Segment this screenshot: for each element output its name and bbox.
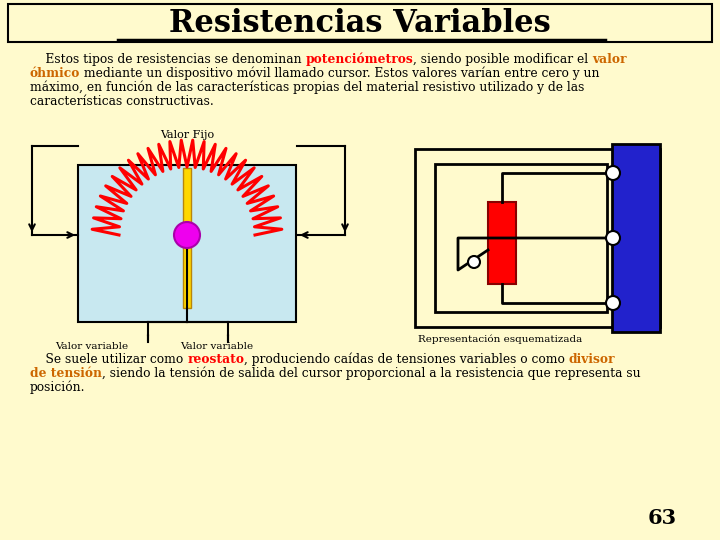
Circle shape — [606, 296, 620, 310]
Text: , produciendo caídas de tensiones variables o como: , produciendo caídas de tensiones variab… — [244, 353, 569, 367]
Text: valor: valor — [593, 53, 626, 66]
Text: mediante un dispositivo móvil llamado cursor. Estos valores varían entre cero y : mediante un dispositivo móvil llamado cu… — [81, 67, 600, 80]
Bar — [78, 165, 296, 322]
Text: , siendo posible modificar el: , siendo posible modificar el — [413, 53, 593, 66]
Circle shape — [606, 231, 620, 245]
Text: Resistencias Variables: Resistencias Variables — [169, 8, 551, 38]
Text: reostato: reostato — [187, 353, 244, 366]
Bar — [8, 4, 712, 42]
Bar — [612, 144, 660, 332]
Text: Representación esquematizada: Representación esquematizada — [418, 335, 582, 345]
Text: de tensión: de tensión — [30, 367, 102, 380]
Circle shape — [174, 222, 200, 248]
Circle shape — [606, 166, 620, 180]
Text: máximo, en función de las características propias del material resistivo utiliza: máximo, en función de las característica… — [30, 81, 585, 94]
Text: divisor: divisor — [569, 353, 616, 366]
Text: Se suele utilizar como: Se suele utilizar como — [30, 353, 187, 366]
Bar — [183, 168, 191, 308]
Bar — [415, 149, 660, 327]
Text: Estos tipos de resistencias se denominan: Estos tipos de resistencias se denominan — [30, 53, 305, 66]
Text: características constructivas.: características constructivas. — [30, 95, 214, 108]
Bar — [488, 202, 516, 284]
Text: Valor variable: Valor variable — [180, 342, 253, 351]
Text: 63: 63 — [647, 508, 677, 528]
Text: Valor variable: Valor variable — [55, 342, 128, 351]
Text: , siendo la tensión de salida del cursor proporcional a la resistencia que repre: , siendo la tensión de salida del cursor… — [102, 367, 641, 381]
Text: óhmico: óhmico — [30, 67, 81, 80]
Text: posición.: posición. — [30, 381, 86, 395]
Bar — [435, 164, 607, 312]
Text: potenciómetros: potenciómetros — [305, 53, 413, 66]
Text: Valor Fijo: Valor Fijo — [160, 130, 214, 140]
Circle shape — [468, 256, 480, 268]
